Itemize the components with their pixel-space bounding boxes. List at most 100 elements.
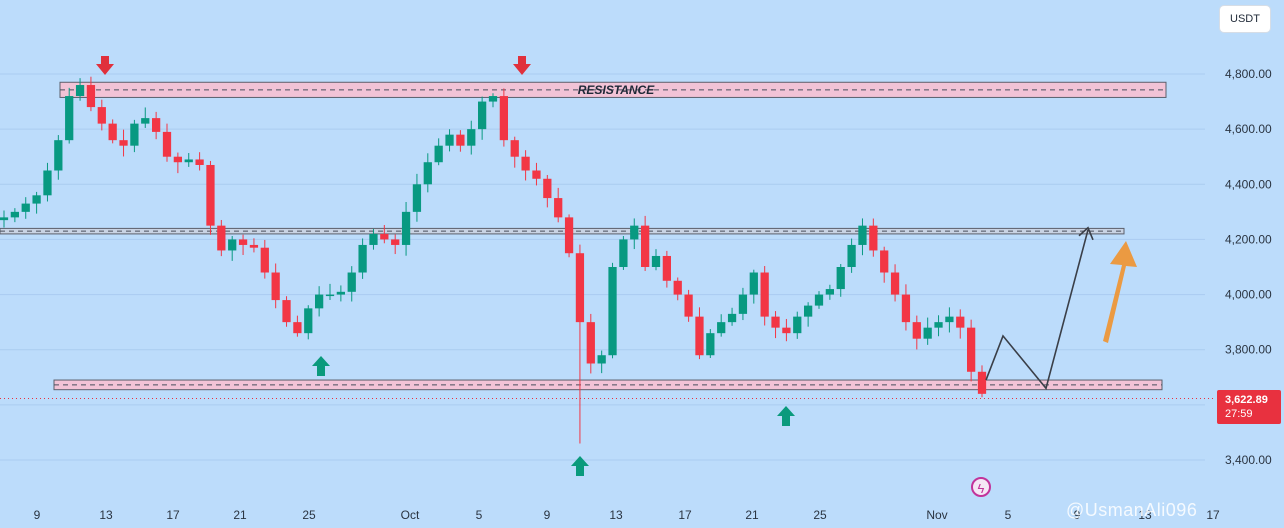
candle-body [43,170,52,196]
candle-body [880,250,889,273]
candle-body [260,247,269,273]
current-price-value: 3,622.89 [1225,394,1268,406]
candle-body [814,294,824,306]
lightning-icon[interactable]: ϟ [971,477,991,497]
x-tick-label: 9 [544,508,551,522]
candle-body [923,327,932,339]
candle-body [575,253,585,323]
candle-body [499,96,508,141]
x-tick-label: 21 [745,508,759,522]
y-tick-label: 4,400.00 [1225,177,1272,191]
x-tick-label: 17 [1206,508,1220,522]
x-tick-label: 25 [302,508,316,522]
candle-body [532,170,541,179]
candle-body [97,107,106,124]
candle-body [727,313,737,323]
y-tick-label: 3,800.00 [1225,343,1272,357]
candle-body [662,255,671,281]
candle-body [869,225,878,251]
candle-body [695,316,704,356]
candle-body [478,101,487,130]
forecast-arrowhead [1078,226,1094,241]
candle-body [782,327,791,334]
candle-body [793,316,802,334]
candle-body [412,184,422,212]
candle-body [717,322,726,334]
x-tick-label: 25 [813,508,827,522]
down-arrow-icon [513,56,531,75]
candle-body [934,322,943,328]
candle-body [510,140,519,157]
candle-body [152,118,161,132]
candle-body [467,129,476,146]
candle-body [630,225,639,240]
up-arrow-icon [571,456,589,476]
candle-body [554,198,563,218]
candle-body [956,316,965,328]
candle-body [380,233,389,240]
y-tick-label: 4,600.00 [1225,122,1272,136]
candle-body [445,134,454,146]
candle-body [890,272,900,295]
current-price-tag: 3,622.89 27:59 [1217,390,1281,424]
candle-body [684,294,693,317]
x-tick-label: 5 [1005,508,1012,522]
candle-body [608,267,617,356]
candle-body [401,211,411,245]
candle-body [760,272,769,317]
candle-body [977,371,987,394]
y-tick-label: 3,400.00 [1225,453,1272,467]
candle-body [325,294,335,297]
candle-body [336,291,345,295]
currency-unit-badge[interactable]: USDT [1220,6,1270,32]
candle-body [108,123,117,141]
candle-body [749,272,758,295]
forecast-path [985,229,1089,391]
level-label: RESISTANCE [578,83,655,97]
y-tick-label: 4,800.00 [1225,67,1272,81]
candle-body [228,239,237,251]
candle-body [597,355,606,364]
candle-body [141,118,150,124]
candle-body [130,123,139,146]
candle-body [825,289,834,295]
candle-body [315,294,324,309]
candle-body [195,159,204,165]
candle-body [347,272,356,292]
candle-body [673,280,682,295]
candle-body [217,225,226,251]
candle-body [65,96,74,141]
candle-body [836,267,845,290]
y-tick-label: 4,200.00 [1225,232,1272,246]
x-tick-label: 13 [99,508,113,522]
candle-body [771,316,780,328]
candle-body [75,85,85,97]
candle-body [119,140,128,146]
candle-body [564,217,574,254]
orange-arrow-icon [1103,241,1137,343]
candle-body [586,322,595,364]
x-tick-label: 13 [609,508,623,522]
candle-body [738,294,748,314]
candle-body [304,308,313,334]
watermark-text: @UsmanAli096 [1066,500,1198,520]
candle-body [32,195,41,204]
candle-body [967,327,976,372]
candle-body [391,239,400,245]
candle-body [0,217,9,221]
up-arrow-icon [312,356,330,376]
candle-body [804,305,813,317]
candle-body [543,178,552,199]
candle-body [858,225,867,245]
candle-body [238,239,248,245]
candle-body [488,96,498,102]
candle-body [10,211,19,218]
y-tick-label: 4,000.00 [1225,288,1272,302]
candle-body [706,333,715,356]
x-tick-label: Oct [401,508,420,522]
candle-body [619,239,628,267]
x-tick-label: 21 [233,508,247,522]
candle-body [847,244,856,267]
